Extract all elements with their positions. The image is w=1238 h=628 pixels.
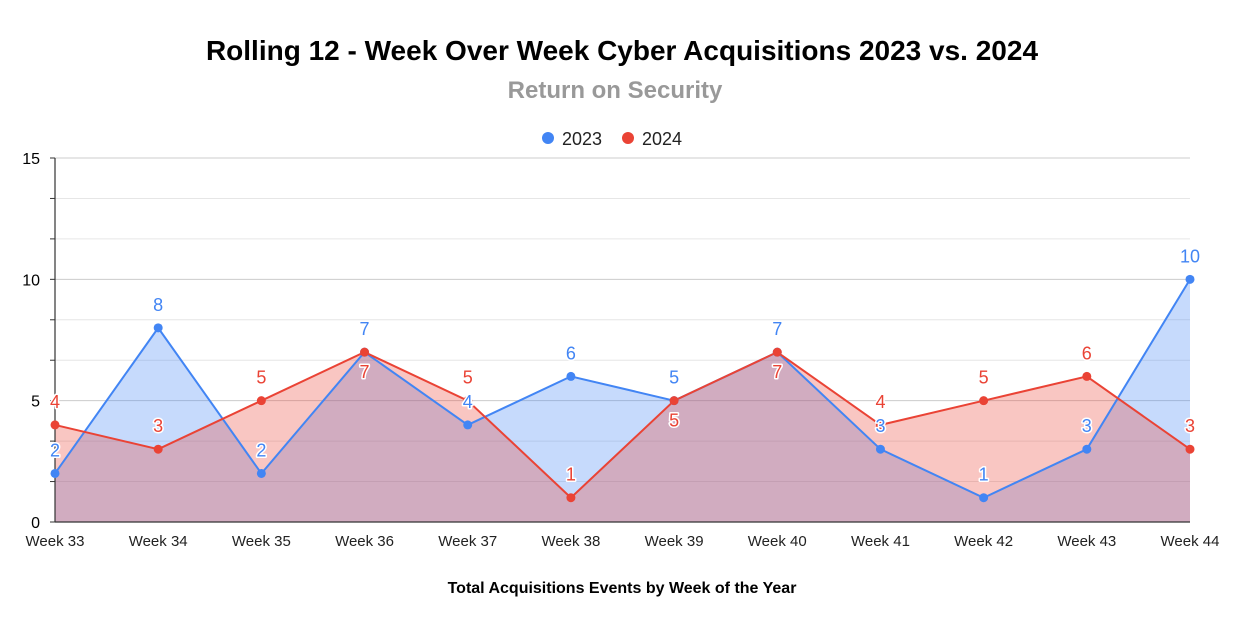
y-axis-ticks: 0 5 10 15 — [22, 151, 40, 532]
y-tick-label: 0 — [31, 515, 40, 532]
point-2024 — [875, 420, 885, 430]
x-tick-label: Week 41 — [851, 533, 910, 550]
data-label-2023: 3 — [1082, 416, 1092, 436]
series-lines — [54, 278, 1191, 500]
data-label-2023: 3 — [875, 416, 885, 436]
data-label-2023: 7 — [772, 319, 782, 339]
y-tick-label: 5 — [31, 394, 40, 411]
area-2024 — [55, 352, 1190, 522]
line-2024 — [54, 350, 1191, 500]
data-label-2023: 6 — [566, 343, 576, 363]
chart-title: Rolling 12 - Week Over Week Cyber Acquis… — [206, 35, 1038, 66]
x-tick-label: Week 38 — [541, 533, 600, 550]
point-2023 — [1082, 444, 1092, 454]
point-2024 — [360, 347, 370, 357]
data-label-2024: 5 — [669, 411, 679, 431]
x-tick-label: Week 35 — [232, 533, 291, 550]
data-labels: 2 8 2 7 4 6 5 7 3 1 3 10 4 3 5 7 5 1 5 7 4 5 6 3 — [48, 245, 1201, 486]
point-2024 — [566, 493, 576, 503]
data-label-2023: 1 — [979, 465, 989, 485]
data-label-2024: 7 — [772, 362, 782, 382]
point-2023 — [256, 468, 266, 478]
x-tick-label: Week 37 — [438, 533, 497, 550]
x-axis-ticks: Week 33 Week 34 Week 35 Week 36 Week 37 Week … — [26, 533, 1220, 550]
data-label-2023: 8 — [153, 295, 163, 315]
point-2024 — [153, 444, 163, 454]
x-tick-label: Week 36 — [335, 533, 394, 550]
point-2024 — [1082, 371, 1092, 381]
x-tick-label: Week 42 — [954, 533, 1013, 550]
data-label-2024: 7 — [360, 362, 370, 382]
x-tick-label: Week 43 — [1057, 533, 1116, 550]
data-label-2023: 5 — [669, 368, 679, 388]
point-2023 — [875, 444, 885, 454]
point-2024 — [463, 396, 473, 406]
point-2023 — [153, 323, 163, 333]
area-2023 — [55, 279, 1190, 522]
point-2023 — [50, 468, 60, 478]
x-tick-label: Week 39 — [645, 533, 704, 550]
point-2023 — [979, 493, 989, 503]
point-2024 — [256, 396, 266, 406]
gridlines — [55, 157, 1190, 523]
axes — [50, 157, 1190, 523]
point-2023 — [1185, 274, 1195, 284]
point-2024 — [1185, 444, 1195, 454]
point-2024 — [669, 396, 679, 406]
x-tick-label: Week 33 — [26, 533, 85, 550]
x-axis-label: Total Acquisitions Events by Week of the… — [448, 580, 797, 597]
data-label-2023: 2 — [50, 440, 60, 460]
point-2024 — [772, 347, 782, 357]
data-label-2024: 5 — [256, 368, 266, 388]
data-label-2024: 5 — [979, 368, 989, 388]
y-tick-label: 15 — [22, 151, 40, 168]
point-2023 — [463, 420, 473, 430]
legend-marker-2023 — [542, 132, 554, 144]
legend-marker-2024 — [622, 132, 634, 144]
point-2024 — [979, 396, 989, 406]
legend: 2023 2024 — [542, 129, 682, 149]
data-label-2024: 3 — [1185, 416, 1195, 436]
data-label-2024: 1 — [566, 465, 576, 485]
data-label-2023: 7 — [360, 319, 370, 339]
point-2024 — [50, 420, 60, 430]
legend-label-2024: 2024 — [642, 129, 682, 149]
data-label-2024: 5 — [463, 368, 473, 388]
data-label-2024: 4 — [50, 392, 60, 412]
point-2023 — [566, 371, 576, 381]
chart-subtitle: Return on Security — [508, 77, 723, 104]
y-tick-label: 10 — [22, 272, 40, 289]
data-label-2024: 3 — [153, 416, 163, 436]
series-areas — [55, 279, 1190, 522]
x-tick-label: Week 40 — [748, 533, 807, 550]
data-label-2023: 2 — [256, 440, 266, 460]
x-tick-label: Week 34 — [129, 533, 188, 550]
data-label-2024: 4 — [875, 392, 885, 412]
data-label-2023: 4 — [463, 392, 473, 412]
data-label-2024: 6 — [1082, 343, 1092, 363]
line-2023 — [54, 278, 1191, 499]
legend-label-2023: 2023 — [562, 129, 602, 149]
x-tick-label: Week 44 — [1161, 533, 1220, 550]
series-points — [50, 274, 1195, 503]
data-label-2023: 10 — [1180, 246, 1200, 266]
